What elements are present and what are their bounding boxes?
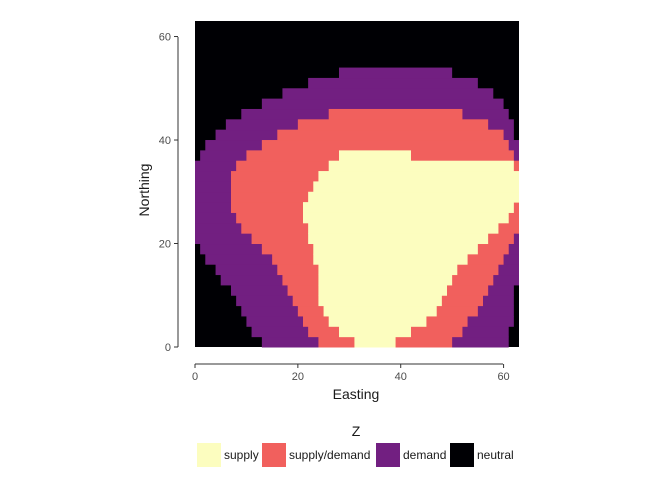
legend-label-supply-demand: supply/demand — [289, 448, 370, 462]
x-axis: 0 20 40 60 — [192, 363, 510, 383]
y-tick-label: 20 — [159, 239, 171, 251]
supply-cell-row — [308, 233, 489, 245]
supply-cell-row — [318, 284, 447, 296]
x-axis-title: Easting — [333, 386, 380, 402]
supply-demand-cell-row — [297, 119, 489, 131]
y-tick-label: 40 — [159, 135, 171, 147]
supply-cell-row — [313, 253, 468, 265]
supply-cell-row — [303, 202, 514, 213]
plot-area — [195, 21, 520, 348]
legend-key-supply — [197, 443, 221, 467]
y-tick-label: 60 — [159, 32, 171, 44]
supply-cell-row — [318, 171, 519, 182]
supply-cell-row — [354, 336, 396, 348]
y-axis-title: Northing — [136, 164, 152, 217]
x-tick-label: 20 — [292, 371, 304, 383]
supply-cell-row — [328, 160, 514, 172]
legend-label-neutral: neutral — [477, 448, 514, 462]
supply-demand-cell-row — [277, 129, 504, 141]
legend-key-supply-demand — [262, 443, 286, 467]
x-tick-label: 40 — [395, 371, 407, 383]
supply-cell-row — [313, 181, 519, 193]
demand-cell-row — [308, 77, 478, 89]
supply-cell-row — [318, 295, 442, 307]
legend-key-demand — [376, 443, 400, 467]
legend: Z supply supply/demand demand neutral — [197, 423, 514, 467]
demand-cell-row — [282, 88, 494, 100]
legend-label-supply: supply — [224, 448, 259, 462]
legend-key-neutral — [450, 443, 474, 467]
supply-cell-row — [318, 274, 453, 286]
y-tick-label: 0 — [165, 342, 171, 354]
supply-cell-row — [318, 264, 458, 276]
supply-cell-row — [308, 191, 519, 203]
x-tick-label: 0 — [192, 371, 198, 383]
demand-cell-row — [261, 98, 504, 110]
supply-cell-row — [328, 315, 427, 327]
legend-label-demand: demand — [403, 448, 446, 462]
supply-cell-row — [339, 150, 411, 162]
supply-cell-row — [339, 326, 411, 338]
x-tick-label: 60 — [497, 371, 509, 383]
demand-cell-row — [339, 67, 453, 79]
legend-title: Z — [352, 423, 361, 439]
supply-demand-cell-row — [261, 140, 509, 151]
supply-cell-row — [313, 243, 478, 255]
supply-demand-cell-row — [328, 108, 463, 120]
supply-cell-row — [323, 305, 437, 317]
supply-region — [303, 150, 519, 348]
supply-cell-row — [303, 212, 509, 224]
y-axis: 0 20 40 60 — [159, 32, 179, 354]
supply-cell-row — [308, 222, 499, 234]
